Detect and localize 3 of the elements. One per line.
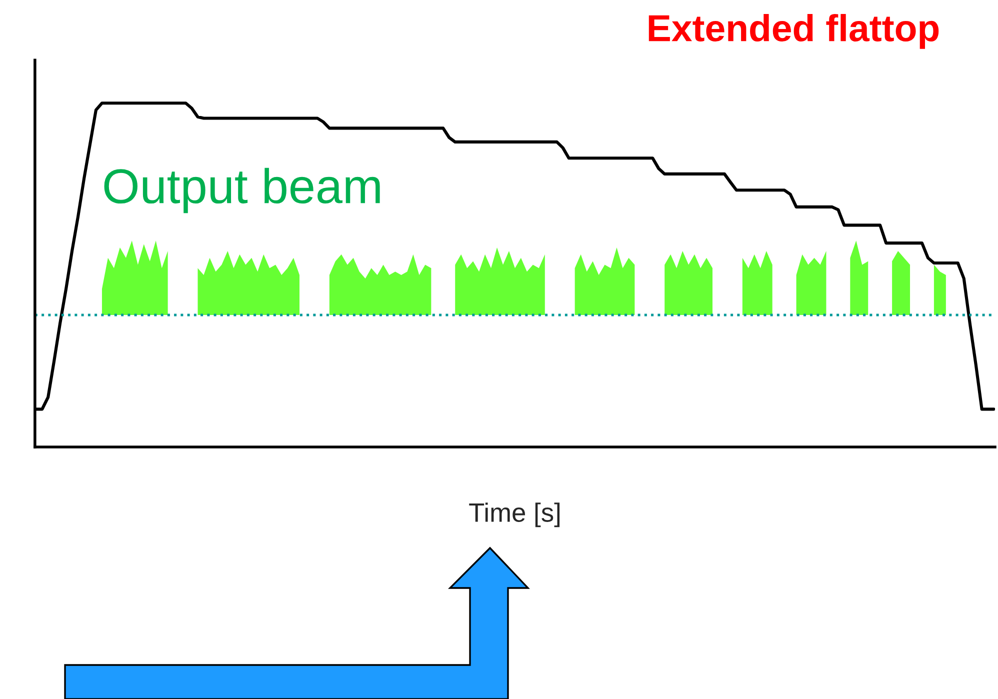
x-axis-title: Time [s] [469, 502, 560, 528]
chart-title: Extended flattop [648, 14, 939, 49]
series-label: Output beam [104, 168, 380, 214]
